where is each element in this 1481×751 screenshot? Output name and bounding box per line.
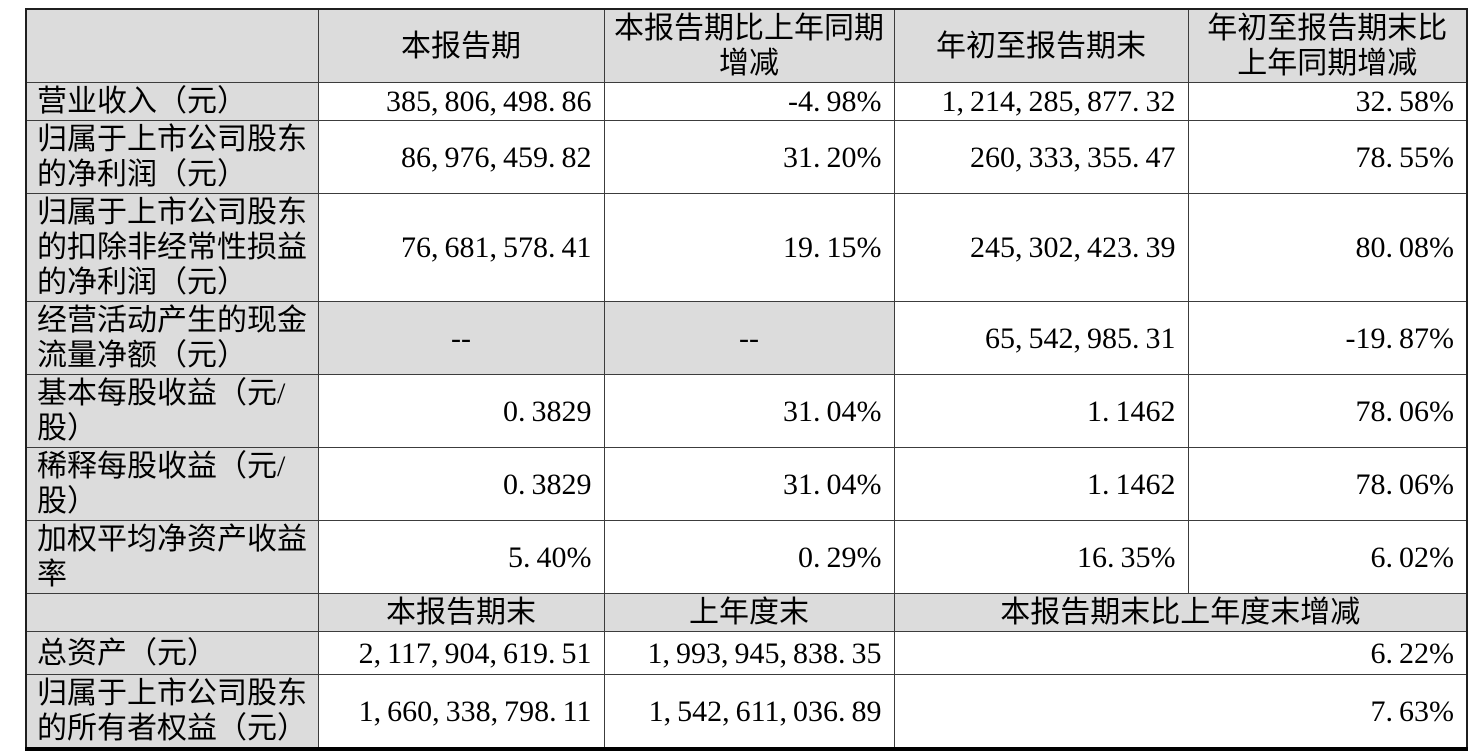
row-label: 总资产（元） <box>25 631 319 675</box>
value-cell: 1, 542, 611, 036. 89 <box>603 674 895 750</box>
header-cell: 本报告期比上年同期增减 <box>603 8 895 83</box>
table-row: 归属于上市公司股东的扣除非经常性损益的净利润（元） 76, 681, 578. 4… <box>25 193 1468 302</box>
header-cell: 本报告期末比上年度末增减 <box>893 593 1468 632</box>
value-cell: 0. 29% <box>603 520 895 594</box>
financial-summary-table: 本报告期 本报告期比上年同期增减 年初至报告期末 年初至报告期末比上年同期增减 营业收入… <box>25 8 1468 751</box>
row-label: 基本每股收益（元/股） <box>25 374 319 448</box>
value-cell: 78. 06% <box>1187 374 1468 448</box>
table-row: 归属于上市公司股东的所有者权益（元） 1, 660, 338, 798. 11 1,… <box>25 674 1468 750</box>
value-cell: 0. 3829 <box>317 447 605 521</box>
row-label: 营业收入（元） <box>25 82 319 121</box>
table-header-row: 本报告期末 上年度末 本报告期末比上年度末增减 <box>25 593 1468 632</box>
value-cell: 19. 15% <box>603 193 895 302</box>
table-row: 经营活动产生的现金流量净额（元） -- -- 65, 542, 985. 31 -19.… <box>25 301 1468 375</box>
value-cell: 16. 35% <box>893 520 1189 594</box>
table-header-row: 本报告期 本报告期比上年同期增减 年初至报告期末 年初至报告期末比上年同期增减 <box>25 8 1468 83</box>
value-cell: 385, 806, 498. 86 <box>317 82 605 121</box>
header-cell: 年初至报告期末 <box>893 8 1189 83</box>
value-cell: 1, 993, 945, 838. 35 <box>603 631 895 675</box>
table-row: 总资产（元） 2, 117, 904, 619. 51 1, 993, 945, 8… <box>25 631 1468 675</box>
header-cell: 本报告期末 <box>317 593 605 632</box>
value-cell: 0. 3829 <box>317 374 605 448</box>
table-row: 加权平均净资产收益率 5. 40% 0. 29% 16. 35% 6. 02% <box>25 520 1468 594</box>
value-cell: 1. 1462 <box>893 374 1189 448</box>
value-cell: 31. 20% <box>603 120 895 194</box>
header-cell: 年初至报告期末比上年同期增减 <box>1187 8 1468 83</box>
value-cell: 31. 04% <box>603 447 895 521</box>
empty-value-cell: -- <box>603 301 895 375</box>
value-cell: -4. 98% <box>603 82 895 121</box>
value-cell: 7. 63% <box>893 674 1468 750</box>
header-cell: 本报告期 <box>317 8 605 83</box>
value-cell: 78. 06% <box>1187 447 1468 521</box>
header-corner-cell <box>25 593 319 632</box>
value-cell: 6. 22% <box>893 631 1468 675</box>
table-row: 稀释每股收益（元/股） 0. 3829 31. 04% 1. 1462 78. 06% <box>25 447 1468 521</box>
header-corner-cell <box>25 8 319 83</box>
empty-value-cell: -- <box>317 301 605 375</box>
row-label: 稀释每股收益（元/股） <box>25 447 319 521</box>
row-label: 经营活动产生的现金流量净额（元） <box>25 301 319 375</box>
value-cell: 80. 08% <box>1187 193 1468 302</box>
value-cell: 31. 04% <box>603 374 895 448</box>
value-cell: 65, 542, 985. 31 <box>893 301 1189 375</box>
row-label: 归属于上市公司股东的净利润（元） <box>25 120 319 194</box>
table-row: 归属于上市公司股东的净利润（元） 86, 976, 459. 82 31. 20% 2… <box>25 120 1468 194</box>
value-cell: -19. 87% <box>1187 301 1468 375</box>
value-cell: 1. 1462 <box>893 447 1189 521</box>
value-cell: 1, 214, 285, 877. 32 <box>893 82 1189 121</box>
value-cell: 76, 681, 578. 41 <box>317 193 605 302</box>
row-label: 加权平均净资产收益率 <box>25 520 319 594</box>
report-page: 本报告期 本报告期比上年同期增减 年初至报告期末 年初至报告期末比上年同期增减 营业收入… <box>0 8 1481 751</box>
value-cell: 32. 58% <box>1187 82 1468 121</box>
value-cell: 2, 117, 904, 619. 51 <box>317 631 605 675</box>
row-label: 归属于上市公司股东的扣除非经常性损益的净利润（元） <box>25 193 319 302</box>
value-cell: 6. 02% <box>1187 520 1468 594</box>
header-cell: 上年度末 <box>603 593 895 632</box>
value-cell: 5. 40% <box>317 520 605 594</box>
table-row: 营业收入（元） 385, 806, 498. 86 -4. 98% 1, 214, 2… <box>25 82 1468 121</box>
table-row: 基本每股收益（元/股） 0. 3829 31. 04% 1. 1462 78. 06% <box>25 374 1468 448</box>
value-cell: 260, 333, 355. 47 <box>893 120 1189 194</box>
value-cell: 245, 302, 423. 39 <box>893 193 1189 302</box>
value-cell: 86, 976, 459. 82 <box>317 120 605 194</box>
row-label: 归属于上市公司股东的所有者权益（元） <box>25 674 319 750</box>
value-cell: 78. 55% <box>1187 120 1468 194</box>
value-cell: 1, 660, 338, 798. 11 <box>317 674 605 750</box>
